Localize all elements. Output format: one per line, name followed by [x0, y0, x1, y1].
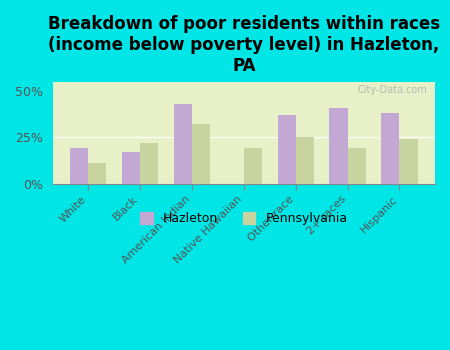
Bar: [296, 137, 314, 184]
Bar: [329, 108, 347, 184]
Legend: Hazleton, Pennsylvania: Hazleton, Pennsylvania: [135, 207, 352, 230]
Bar: [347, 148, 366, 184]
Bar: [70, 148, 88, 184]
Bar: [244, 148, 262, 184]
Bar: [381, 113, 400, 184]
Text: City-Data.com: City-Data.com: [358, 85, 427, 95]
Bar: [174, 104, 192, 184]
Title: Breakdown of poor residents within races
(income below poverty level) in Hazleto: Breakdown of poor residents within races…: [48, 15, 440, 75]
Bar: [122, 152, 140, 184]
Bar: [400, 139, 418, 184]
Bar: [278, 115, 296, 184]
Bar: [192, 124, 210, 184]
Bar: [140, 143, 158, 184]
Bar: [88, 163, 106, 184]
